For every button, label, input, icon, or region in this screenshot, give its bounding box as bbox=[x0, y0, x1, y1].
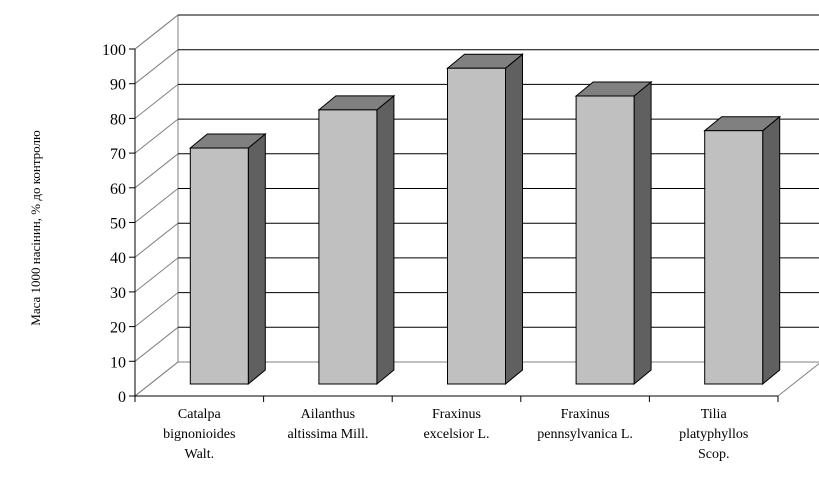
bar-side bbox=[247, 132, 266, 386]
bar bbox=[574, 80, 653, 386]
gridline-diagonal bbox=[134, 14, 179, 50]
gridline-diagonal bbox=[134, 222, 179, 258]
y-tick-label: 80 bbox=[110, 111, 126, 128]
x-tick-label-line: platyphyllos bbox=[679, 427, 748, 442]
x-tick-label: Catalpa bignonioides Walt. bbox=[163, 407, 235, 462]
x-tick-label-line: Fraxinus bbox=[561, 407, 610, 422]
gridline-diagonal bbox=[134, 188, 179, 223]
y-tick-label: 40 bbox=[110, 250, 126, 267]
gridline-diagonal bbox=[134, 326, 179, 362]
bar-front bbox=[189, 147, 249, 385]
x-tick-label-line: altissima Mill. bbox=[287, 427, 368, 442]
x-tick-label-line: pennsylvanica L. bbox=[537, 427, 633, 442]
bar-front bbox=[447, 67, 506, 385]
bars bbox=[188, 53, 782, 386]
x-tick-label: Fraxinus pennsylvanica L. bbox=[537, 407, 633, 442]
x-tick-label-line: Scop. bbox=[698, 447, 730, 462]
bar-front bbox=[318, 109, 378, 385]
y-tick-label: 20 bbox=[110, 320, 126, 337]
bar bbox=[446, 53, 524, 386]
y-tick-label: 0 bbox=[118, 389, 126, 406]
bar-side bbox=[505, 53, 523, 386]
bar bbox=[188, 132, 267, 386]
y-tick-label: 10 bbox=[110, 354, 126, 371]
y-axis-label: Маса 1000 насінин, % до контролю bbox=[28, 130, 43, 326]
y-tick-label: 70 bbox=[110, 146, 126, 163]
x-tick-label-line: bignonioides bbox=[163, 427, 235, 442]
x-tick-label-line: excelsior L. bbox=[423, 427, 489, 442]
gridline-diagonal bbox=[134, 84, 179, 119]
y-tick-label: 30 bbox=[110, 285, 126, 302]
y-tick-label: 90 bbox=[110, 77, 126, 94]
gridline-diagonal bbox=[134, 49, 179, 85]
bar bbox=[317, 94, 396, 386]
x-tick-label-line: Fraxinus bbox=[432, 407, 481, 422]
y-tick-labels: 0 10 20 30 40 50 60 70 80 90 100 bbox=[102, 42, 126, 406]
gridline-diagonal bbox=[134, 361, 179, 397]
x-tick-labels: Catalpa bignonioides Walt. Ailanthus altissi… bbox=[163, 407, 748, 462]
y-tick-label: 50 bbox=[110, 216, 126, 233]
gridline-diagonal bbox=[134, 118, 179, 154]
axes bbox=[129, 48, 779, 402]
x-tick-label: Tilia platyphyllos Scop. bbox=[679, 407, 748, 462]
x-tick-label-line: Catalpa bbox=[178, 407, 222, 422]
bar-side bbox=[762, 115, 781, 386]
y-tick-label: 60 bbox=[110, 181, 126, 198]
bar-side bbox=[376, 94, 395, 386]
bar bbox=[703, 115, 782, 386]
bar-side bbox=[633, 80, 652, 386]
gridline-diagonal bbox=[134, 153, 179, 189]
x-tick-label: Fraxinus excelsior L. bbox=[423, 407, 489, 442]
bar-front bbox=[704, 130, 764, 385]
x-tick-label: Ailanthus altissima Mill. bbox=[287, 407, 368, 442]
x-tick-label-line: Walt. bbox=[185, 447, 215, 462]
x-tick-label-line: Ailanthus bbox=[301, 407, 355, 422]
gridline-diagonal bbox=[134, 257, 179, 293]
gridline-diagonal bbox=[134, 292, 179, 327]
bar-front bbox=[575, 95, 635, 385]
x-tick-label-line: Tilia bbox=[701, 407, 728, 422]
y-tick-label: 100 bbox=[102, 42, 126, 59]
